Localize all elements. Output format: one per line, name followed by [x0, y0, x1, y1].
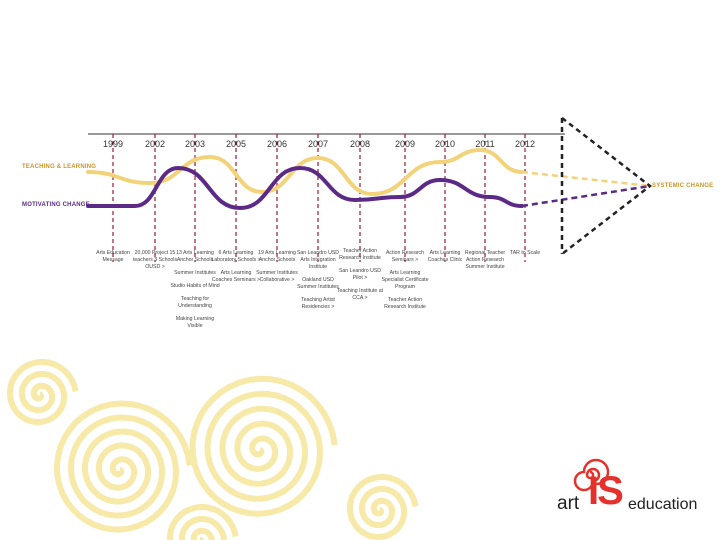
year-label: 2009	[394, 139, 416, 149]
milestone-item: Action Research Seminars >	[385, 250, 425, 263]
milestone-item: Summer Institutes Collaborative >	[256, 270, 298, 283]
milestone-item: Arts Learning Specialist Certificate Pro…	[381, 270, 429, 290]
logo-word-is: IS	[588, 469, 624, 513]
milestone-item: Oakland USD Summer Institutes	[297, 277, 339, 290]
milestone-item: 20,000 Project 15 teachers 3 Schools OUS…	[132, 250, 178, 270]
milestone-2002: 20,000 Project 15 teachers 3 Schools OUS…	[130, 250, 180, 277]
swirl-mark	[166, 503, 239, 540]
year-label: 2005	[225, 139, 247, 149]
milestone-item: 6 Arts Learning Laboratory Schools >	[211, 250, 261, 263]
milestone-item: Studio Habits of Mind	[170, 283, 220, 289]
swirl-mark	[6, 358, 79, 426]
milestone-item: 19 Arts Learning Anchor Schools	[258, 250, 296, 263]
milestone-item: Making Learning Visible	[175, 316, 215, 329]
systemic-change-triangle	[561, 117, 653, 255]
milestone-2007: San Leandro USD Arts Integration Institu…	[293, 250, 343, 317]
milestone-1999: Arts Education Message	[88, 250, 138, 270]
year-label: 2008	[349, 139, 371, 149]
milestone-item: Arts Learning Coaches Seminars >	[211, 270, 261, 283]
year-label: 2007	[307, 139, 329, 149]
milestone-item: Arts Learning Coaches Clinic	[427, 250, 463, 263]
motivating-change-wave	[86, 165, 524, 211]
swirl-mark	[189, 375, 338, 517]
swirl-mark	[346, 473, 419, 540]
motivating-change-projection	[521, 184, 651, 208]
year-label: 2006	[266, 139, 288, 149]
year-label: 2003	[184, 139, 206, 149]
artis-education-logo: art IS education	[555, 455, 705, 525]
milestone-2011: Regional Teacher Action Research Summer …	[460, 250, 510, 277]
milestone-item: 13 Arts Learning Anchor Schools	[176, 250, 214, 263]
logo-spiral-icon	[573, 458, 610, 492]
milestone-item: San Leandro USD Pilot >	[338, 268, 382, 281]
year-label: 2012	[514, 139, 536, 149]
decorative-swirl-pattern	[6, 358, 419, 540]
logo-word-education: education	[628, 496, 698, 513]
swirl-mark	[53, 400, 193, 533]
milestone-item: Arts Education Message	[96, 250, 130, 263]
year-label: 2010	[434, 139, 456, 149]
milestone-item: Teaching Artist Residencies >	[301, 297, 335, 310]
teaching-learning-label: TEACHING & LEARNING	[22, 164, 97, 170]
milestone-2009: Action Research Seminars > Arts Learning …	[380, 250, 430, 317]
systemic-change-label: SYSTEMIC CHANGE	[652, 183, 714, 189]
milestone-item: Teacher Action Research Institute	[384, 297, 426, 310]
milestone-item: TAR to Scale	[509, 250, 541, 256]
milestone-2006: 19 Arts Learning Anchor Schools Summer In…	[252, 250, 302, 290]
milestone-2005: 6 Arts Learning Laboratory Schools > Arts…	[211, 250, 261, 290]
milestone-2012: TAR to Scale	[500, 250, 550, 263]
year-label: 2011	[475, 139, 495, 149]
milestone-item: Teacher Action Research Institute	[339, 248, 381, 261]
milestone-2010: Arts Learning Coaches Clinic	[420, 250, 470, 270]
teaching-learning-projection	[521, 170, 651, 188]
motivating-change-label: MOTIVATING CHANGE	[22, 202, 90, 208]
year-label: 1999	[102, 139, 124, 149]
milestone-item: Summer Institutes	[174, 270, 216, 276]
milestone-2008: Teacher Action Research Institute San Lea…	[335, 248, 385, 308]
logo-word-art: art	[557, 493, 580, 514]
milestone-item: San Leandro USD Arts Integration Institu…	[296, 250, 340, 270]
milestone-item: Teaching for Understanding	[178, 296, 212, 309]
milestone-item: Teaching Institute at CCA >	[336, 288, 384, 301]
milestone-item: Regional Teacher Action Research Summer …	[464, 250, 506, 270]
teaching-learning-wave	[86, 147, 524, 197]
milestone-2003: 13 Arts Learning Anchor Schools Summer In…	[170, 250, 220, 336]
year-label: 2002	[144, 139, 166, 149]
